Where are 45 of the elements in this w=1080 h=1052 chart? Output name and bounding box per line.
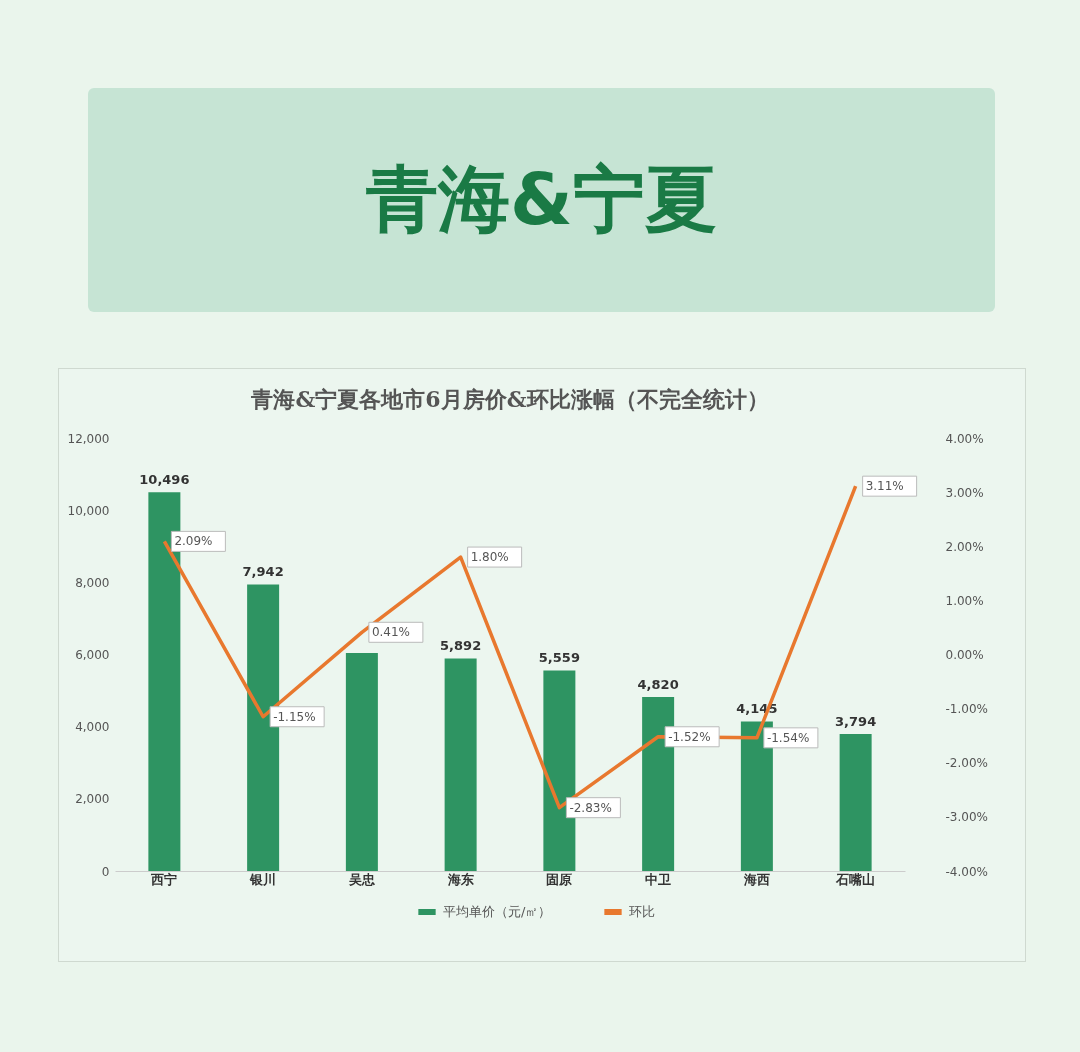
data-label: 10,496 bbox=[139, 472, 190, 488]
y-tick-label: 8,000 bbox=[75, 575, 110, 590]
data-label: -1.52% bbox=[668, 729, 711, 744]
legend-label: 环比 bbox=[629, 904, 655, 919]
y-tick-label: 2,000 bbox=[75, 792, 110, 807]
y2-tick-label: -4.00% bbox=[945, 864, 988, 879]
data-label: 4,820 bbox=[637, 677, 679, 693]
x-tick-label: 石嘴山 bbox=[835, 871, 876, 887]
bar bbox=[444, 658, 477, 871]
y2-tick-label: 1.00% bbox=[945, 593, 984, 608]
legend-label: 平均单价（元/㎡） bbox=[443, 904, 552, 919]
data-label: -2.83% bbox=[569, 800, 612, 815]
y2-tick-label: 4.00% bbox=[945, 431, 984, 446]
chart-subtitle: 青海&宁夏各地市6月房价&环比涨幅（不完全统计） bbox=[250, 386, 769, 412]
x-tick-label: 银川 bbox=[249, 871, 277, 887]
data-label: 2.09% bbox=[174, 534, 213, 549]
data-label: 5,892 bbox=[440, 638, 482, 654]
y2-tick-label: 3.00% bbox=[945, 485, 984, 500]
x-tick-label: 西宁 bbox=[150, 871, 178, 887]
y-tick-label: 10,000 bbox=[67, 503, 110, 518]
y-tick-label: 4,000 bbox=[75, 720, 110, 735]
x-tick-label: 中卫 bbox=[645, 871, 672, 887]
y2-tick-label: -3.00% bbox=[945, 810, 988, 825]
data-label: 3.11% bbox=[865, 479, 904, 494]
data-label: 3,794 bbox=[835, 714, 877, 730]
chart-title: 青海&宁夏 bbox=[88, 88, 995, 312]
x-tick-label: 吴忠 bbox=[347, 871, 376, 887]
x-tick-label: 海东 bbox=[446, 871, 474, 887]
data-label: 5,559 bbox=[538, 650, 580, 666]
data-label: -1.54% bbox=[766, 730, 810, 745]
x-tick-label: 海西 bbox=[742, 871, 770, 887]
data-label: -1.15% bbox=[273, 709, 316, 724]
y-tick-label: 6,000 bbox=[75, 648, 110, 662]
data-label: 7,942 bbox=[242, 564, 284, 580]
y2-tick-label: 0.00% bbox=[945, 648, 984, 662]
y2-tick-label: -2.00% bbox=[945, 756, 988, 771]
y-tick-label: 12,000 bbox=[67, 431, 110, 446]
bar bbox=[345, 653, 378, 871]
y2-tick-label: 2.00% bbox=[945, 539, 984, 554]
y2-tick-label: -1.00% bbox=[945, 702, 988, 717]
x-tick-label: 固原 bbox=[546, 871, 573, 887]
data-label: 0.41% bbox=[371, 625, 410, 640]
y-tick-label: 0 bbox=[101, 864, 110, 879]
data-label: 1.80% bbox=[470, 550, 509, 565]
bar bbox=[839, 734, 872, 871]
